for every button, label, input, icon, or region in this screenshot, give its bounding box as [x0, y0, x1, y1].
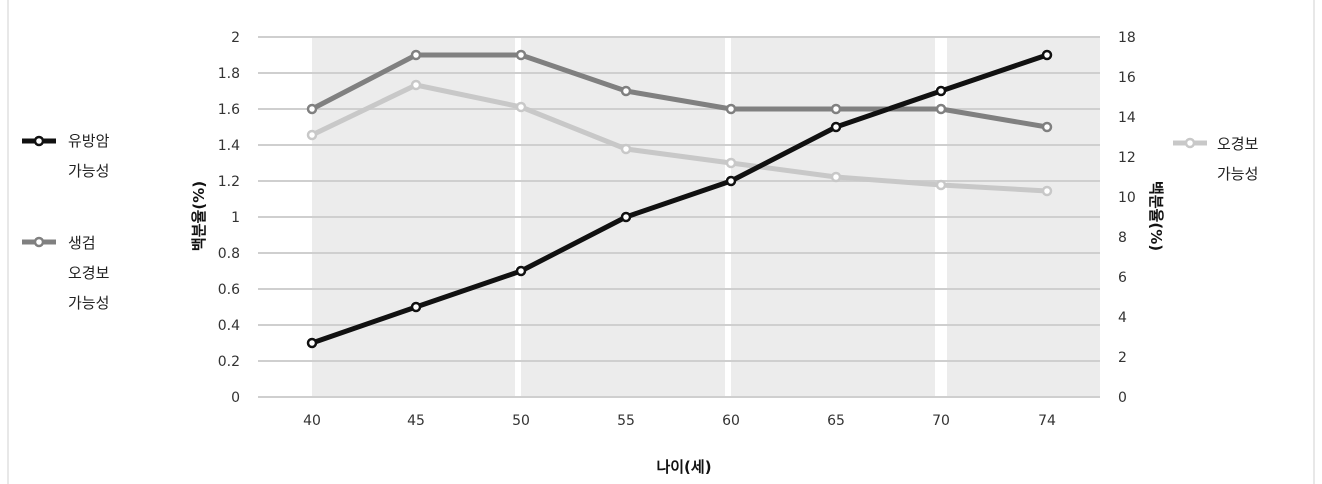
data-point [935, 103, 947, 115]
legend-symbol-marker [33, 135, 45, 147]
legend-symbol-marker [33, 236, 45, 248]
y2-tick-label: 4 [1118, 310, 1127, 326]
x-axis-title: 나이(세) [656, 458, 711, 476]
data-point [410, 79, 422, 91]
legend-label: 오경보 [68, 264, 110, 282]
x-tick-label: 45 [407, 413, 425, 429]
legend-label: 가능성 [68, 162, 109, 180]
x-tick-label: 40 [303, 413, 321, 429]
data-point [830, 171, 842, 183]
data-point [306, 103, 318, 115]
legend-label: 오경보 [1217, 135, 1259, 153]
legend-label: 생검 [68, 234, 96, 252]
data-point [515, 49, 527, 61]
data-point [725, 103, 737, 115]
data-point [935, 179, 947, 191]
y-tick-label: 1.4 [218, 138, 240, 154]
y-tick-label: 2 [231, 30, 240, 46]
y-tick-label: 0.6 [218, 282, 240, 298]
y2-tick-label: 14 [1118, 110, 1136, 126]
x-tick-label: 65 [827, 413, 845, 429]
y-tick-label: 0.8 [218, 246, 240, 262]
legend-symbol-marker [1184, 137, 1196, 149]
data-point [935, 85, 947, 97]
series-line [310, 82, 1048, 194]
y2-tick-label: 10 [1118, 190, 1136, 206]
data-point [306, 129, 318, 141]
y2-tick-label: 16 [1118, 70, 1136, 86]
y2-tick-label: 0 [1118, 390, 1127, 406]
x-tick-label: 50 [512, 413, 530, 429]
x-tick-label: 55 [617, 413, 635, 429]
data-point [725, 157, 737, 169]
data-point [620, 143, 632, 155]
x-tick-label: 74 [1038, 413, 1056, 429]
y2-tick-label: 8 [1118, 230, 1127, 246]
y2-tick-label: 12 [1118, 150, 1136, 166]
y-tick-label: 1.8 [218, 66, 240, 82]
y-axis-title: 백분율(%) [190, 181, 208, 251]
x-tick-label: 60 [722, 413, 740, 429]
data-point [515, 265, 527, 277]
data-point [1041, 185, 1053, 197]
data-point [1041, 121, 1053, 133]
data-point [1041, 49, 1053, 61]
data-point [410, 301, 422, 313]
data-point [725, 175, 737, 187]
y-tick-label: 1.6 [218, 102, 240, 118]
y-tick-label: 0.4 [218, 318, 240, 334]
legend-label: 가능성 [1217, 165, 1258, 183]
series-line [311, 52, 1048, 346]
y-tick-label: 0 [231, 390, 240, 406]
legend-label: 유방암 [68, 132, 110, 150]
data-point [306, 337, 318, 349]
y2-tick-label: 6 [1118, 270, 1127, 286]
data-point [830, 121, 842, 133]
y2-axis-title: 백분율(%) [1147, 181, 1165, 251]
data-point [620, 85, 632, 97]
y2-tick-label: 18 [1118, 30, 1136, 46]
data-point [410, 49, 422, 61]
legend-label: 가능성 [68, 294, 109, 312]
data-point [830, 103, 842, 115]
y2-tick-label: 2 [1118, 350, 1127, 366]
y-tick-label: 1.2 [218, 174, 240, 190]
y-tick-label: 1 [231, 210, 240, 226]
series-line [310, 52, 1048, 130]
x-tick-label: 70 [932, 413, 950, 429]
data-point [515, 101, 527, 113]
y-tick-label: 0.2 [218, 354, 240, 370]
data-point [620, 211, 632, 223]
